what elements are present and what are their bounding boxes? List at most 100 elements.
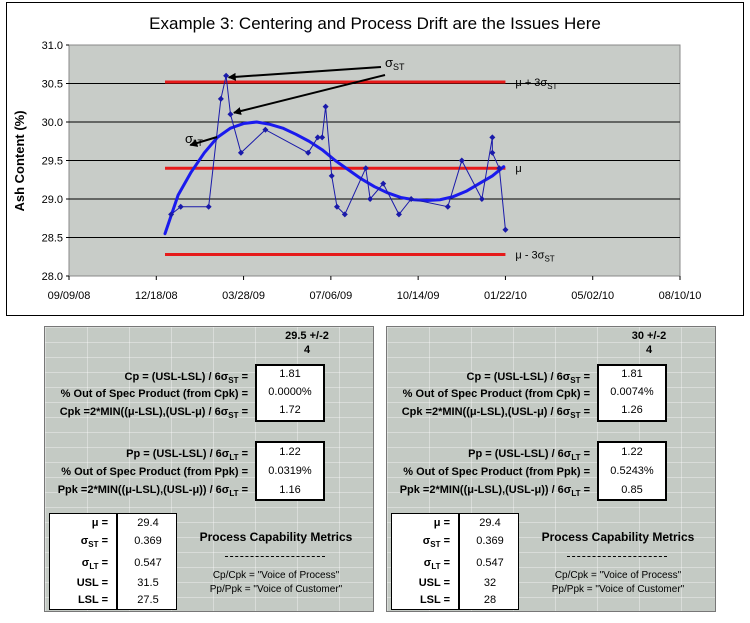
data-point-23 xyxy=(489,134,496,141)
trend-line xyxy=(163,120,506,236)
x-tick-label-1: 12/18/08 xyxy=(135,290,178,302)
y-tick-label-3: 29.5 xyxy=(42,156,63,168)
mu-value: 29.4 xyxy=(479,517,501,529)
y-tick-label-0: 28.0 xyxy=(42,271,63,283)
data-point-14 xyxy=(341,211,348,218)
x-tick-label-4: 10/14/09 xyxy=(397,290,440,302)
x-tick-label-6: 05/02/10 xyxy=(571,290,614,302)
y-axis-label: Ash Content (%) xyxy=(12,110,27,211)
cpk-formula: Cpk =2*MIN((μ-LSL),(USL-μ) / 6σST = xyxy=(59,406,248,420)
x-tick-label-7: 08/10/10 xyxy=(659,290,702,302)
ref-label-mean: μ xyxy=(515,163,521,175)
sigma-lt-value: 0.547 xyxy=(134,557,162,569)
voice-of-customer-note: Pp/Ppk = "Voice of Customer" xyxy=(209,584,343,595)
lsl-value: 27.5 xyxy=(137,594,159,606)
spec-header: 29.5 +/-2 4 xyxy=(277,329,337,357)
data-point-24 xyxy=(489,149,496,156)
data-point-13 xyxy=(333,203,340,210)
y-tick-label-4: 30.0 xyxy=(42,117,63,129)
mu-label: μ = xyxy=(91,517,108,529)
oos-ppk-label: % Out of Spec Product (from Ppk) = xyxy=(61,466,248,478)
lsl-value: 28 xyxy=(483,594,497,606)
stats-divider xyxy=(458,514,460,609)
sigma-st-value: 0.369 xyxy=(134,535,162,547)
usl-value: 32 xyxy=(483,577,497,589)
ppk-value: 0.85 xyxy=(621,484,643,496)
usl-value: 31.5 xyxy=(137,577,159,589)
oos-cpk-label: % Out of Spec Product (from Cpk) = xyxy=(60,388,248,400)
data-point-17 xyxy=(380,180,387,187)
data-point-25 xyxy=(496,165,503,172)
data-point-10 xyxy=(319,134,326,141)
stats-divider xyxy=(116,514,118,609)
cp-values-box: 1.81 0.0074% 1.26 xyxy=(597,364,667,422)
cp-formula: Cp = (USL-LSL) / 6σST = xyxy=(124,371,249,385)
sigma-st-label: σST = xyxy=(422,535,450,549)
ref-label-upper: μ + 3σST xyxy=(515,77,557,91)
y-tick-label-6: 31.0 xyxy=(42,40,63,52)
capability-panel-right: 30 +/-2 4 Cp = (USL-LSL) / 6σST = % Out … xyxy=(386,326,716,612)
metrics-title: Process Capability Metrics xyxy=(199,530,353,544)
sigma-lt-arrow xyxy=(189,136,218,147)
pp-value: 1.22 xyxy=(279,446,301,458)
sigma-lt-label: σLT = xyxy=(423,557,450,571)
data-point-1 xyxy=(177,203,184,210)
mu-label: μ = xyxy=(433,517,450,529)
cp-values-box: 1.81 0.0000% 1.72 xyxy=(255,364,325,422)
oos-ppk-value: 0.0319% xyxy=(268,465,312,477)
data-point-16 xyxy=(367,196,374,202)
cpk-value: 1.72 xyxy=(279,404,301,416)
cpk-value: 1.26 xyxy=(621,404,643,416)
cpk-formula: Cpk =2*MIN((μ-LSL),(USL-μ) / 6σST = xyxy=(401,406,590,420)
usl-label: USL = xyxy=(76,577,108,589)
y-tick-label-2: 29.0 xyxy=(42,194,63,206)
sigma-st-arrow-2 xyxy=(232,74,386,115)
data-point-20 xyxy=(444,203,451,210)
voice-of-process-note: Cp/Cpk = "Voice of Process" xyxy=(212,570,340,581)
ppk-formula: Ppk =2*MIN((μ-LSL),(USL-μ)) / 6σLT = xyxy=(57,484,248,498)
pp-formula: Pp = (USL-LSL) / 6σLT = xyxy=(126,448,248,462)
data-point-9 xyxy=(314,134,321,141)
data-point-11 xyxy=(322,103,329,110)
data-point-21 xyxy=(458,157,465,164)
data-point-5 xyxy=(227,111,234,118)
cp-formula: Cp = (USL-LSL) / 6σST = xyxy=(466,371,591,385)
control-chart: μ + 3σST μ μ - 3σST 28.0 28.5 29.0 29.5 30.0 30… xyxy=(6,2,744,316)
data-point-8 xyxy=(305,149,312,156)
pp-values-box: 1.22 0.5243% 0.85 xyxy=(597,441,667,501)
spec-width: 4 xyxy=(645,344,653,356)
lsl-label: LSL = xyxy=(77,594,108,606)
data-point-12 xyxy=(328,172,335,179)
sigma-st-arrow-1 xyxy=(227,66,382,81)
cp-value: 1.81 xyxy=(621,368,643,380)
oos-ppk-value: 0.5243% xyxy=(610,465,654,477)
sigma-lt-label: σLT = xyxy=(81,557,108,571)
spec-limits: 29.5 +/-2 xyxy=(285,330,329,342)
data-point-4 xyxy=(223,72,230,79)
stats-table: μ = 29.4 σST = 0.369 σLT = 0.547 USL = 3… xyxy=(49,513,177,610)
y-tick-label-5: 30.5 xyxy=(42,79,63,91)
oos-ppk-label: % Out of Spec Product (from Ppk) = xyxy=(403,466,590,478)
spec-limits: 30 +/-2 xyxy=(631,330,667,342)
pp-value: 1.22 xyxy=(621,446,643,458)
data-point-0 xyxy=(168,211,175,218)
x-tick-label-5: 01/22/10 xyxy=(484,290,527,302)
ppk-value: 1.16 xyxy=(279,484,301,496)
sigma-st-label: σST = xyxy=(80,535,108,549)
data-point-6 xyxy=(237,149,244,156)
data-point-15 xyxy=(362,165,369,172)
y-tick-label-1: 28.5 xyxy=(42,233,63,245)
spec-header: 30 +/-2 4 xyxy=(619,329,679,357)
pp-values-box: 1.22 0.0319% 1.16 xyxy=(255,441,325,501)
x-tick-label-3: 07/06/09 xyxy=(309,290,352,302)
oos-cpk-label: % Out of Spec Product (from Cpk) = xyxy=(402,388,590,400)
ppk-formula: Ppk =2*MIN((μ-LSL),(USL-μ)) / 6σLT = xyxy=(399,484,590,498)
pp-formula: Pp = (USL-LSL) / 6σLT = xyxy=(468,448,590,462)
data-point-2 xyxy=(205,203,212,210)
mu-value: 29.4 xyxy=(137,517,159,529)
metrics-title: Process Capability Metrics xyxy=(541,530,695,544)
voice-of-customer-note: Pp/Ppk = "Voice of Customer" xyxy=(551,584,685,595)
x-tick-label-2: 03/28/09 xyxy=(222,290,265,302)
metrics-divider xyxy=(225,556,325,557)
data-point-26 xyxy=(502,226,509,233)
